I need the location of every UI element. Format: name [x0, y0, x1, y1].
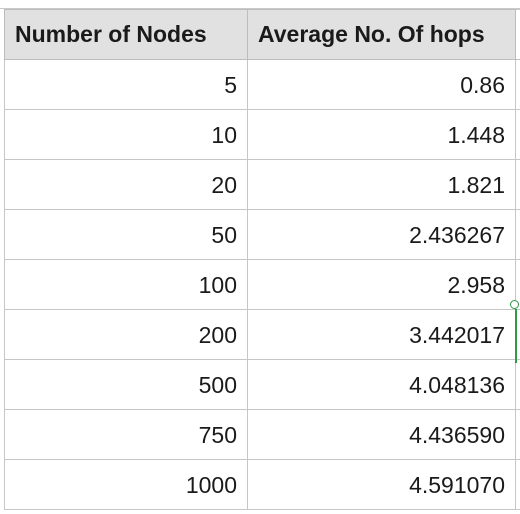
cell-hops[interactable]: 3.442017	[247, 309, 516, 360]
cell-hops[interactable]: 1.821	[247, 159, 516, 210]
data-table: Number of Nodes Average No. Of hops 5 0.…	[4, 9, 520, 510]
column-header-hops[interactable]: Average No. Of hops	[247, 9, 516, 60]
cell-hops[interactable]: 1.448	[247, 109, 516, 160]
table-row: 20 1.821	[4, 159, 520, 210]
column-header-nodes[interactable]: Number of Nodes	[4, 9, 248, 60]
table-row: 100 2.958	[4, 259, 520, 310]
cell-nodes[interactable]: 1000	[4, 459, 248, 510]
cell-empty[interactable]	[515, 159, 520, 210]
cell-nodes[interactable]: 200	[4, 309, 248, 360]
cell-empty[interactable]	[515, 459, 520, 510]
cell-hops[interactable]: 2.436267	[247, 209, 516, 260]
sheet-top-border	[0, 0, 520, 9]
cell-hops[interactable]: 4.048136	[247, 359, 516, 410]
cell-nodes[interactable]: 750	[4, 409, 248, 460]
cell-nodes[interactable]: 5	[4, 59, 248, 110]
table-row: 5 0.86	[4, 59, 520, 110]
cell-hops[interactable]: 0.86	[247, 59, 516, 110]
cell-empty[interactable]	[515, 209, 520, 260]
cell-nodes[interactable]: 10	[4, 109, 248, 160]
header-row: Number of Nodes Average No. Of hops	[4, 9, 520, 60]
cell-nodes[interactable]: 20	[4, 159, 248, 210]
cell-nodes[interactable]: 500	[4, 359, 248, 410]
cell-nodes[interactable]: 50	[4, 209, 248, 260]
selection-border	[515, 309, 517, 363]
selection-resize-handle[interactable]	[510, 300, 519, 309]
sheet-left-edge	[0, 9, 4, 514]
table-row: 750 4.436590	[4, 409, 520, 460]
table-row: 200 3.442017	[4, 309, 520, 360]
cell-hops[interactable]: 4.436590	[247, 409, 516, 460]
cell-hops[interactable]: 2.958	[247, 259, 516, 310]
table-row: 1000 4.591070	[4, 459, 520, 510]
cell-empty[interactable]	[515, 409, 520, 460]
table-row: 500 4.048136	[4, 359, 520, 410]
table-row: 50 2.436267	[4, 209, 520, 260]
column-header-empty[interactable]	[515, 9, 520, 60]
table-row: 10 1.448	[4, 109, 520, 160]
cell-empty[interactable]	[515, 359, 520, 410]
cell-nodes[interactable]: 100	[4, 259, 248, 310]
cell-hops[interactable]: 4.591070	[247, 459, 516, 510]
cell-empty[interactable]	[515, 59, 520, 110]
cell-empty[interactable]	[515, 109, 520, 160]
